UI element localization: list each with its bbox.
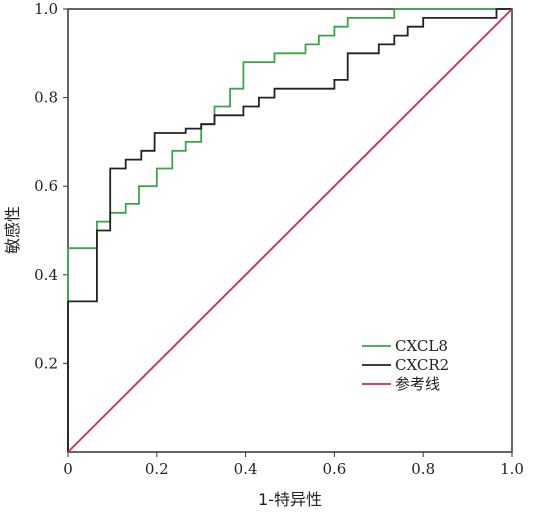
legend-label-0: CXCL8 <box>395 337 448 355</box>
y-tick-label: 0.2 <box>34 354 58 372</box>
ticks: 0 0.2 0.4 0.6 0.8 1.0 0.2 0.4 0.6 0.8 1.0 <box>34 0 524 478</box>
x-tick-label: 0.4 <box>234 460 258 478</box>
series-lines <box>67 8 513 453</box>
x-axis-title: 1-特异性 <box>258 490 322 509</box>
x-tick-label: 0.6 <box>322 460 346 478</box>
x-tick-label: 1.0 <box>500 460 524 478</box>
y-tick-label: 1.0 <box>34 0 58 18</box>
y-tick-label: 0.4 <box>34 266 58 284</box>
x-tick-label: 0.2 <box>145 460 169 478</box>
x-tick-label: 0.8 <box>411 460 435 478</box>
y-tick-label: 0.6 <box>34 177 58 195</box>
legend-label-2: 参考线 <box>395 375 440 393</box>
plot-frame <box>67 8 513 453</box>
legend-label-1: CXCR2 <box>395 356 449 374</box>
x-tick-label: 0 <box>63 460 73 478</box>
y-tick-label: 0.8 <box>34 89 58 107</box>
series-line-1 <box>67 8 512 452</box>
series-line-2 <box>67 8 513 453</box>
y-axis-title: 敏感性 <box>3 206 22 254</box>
